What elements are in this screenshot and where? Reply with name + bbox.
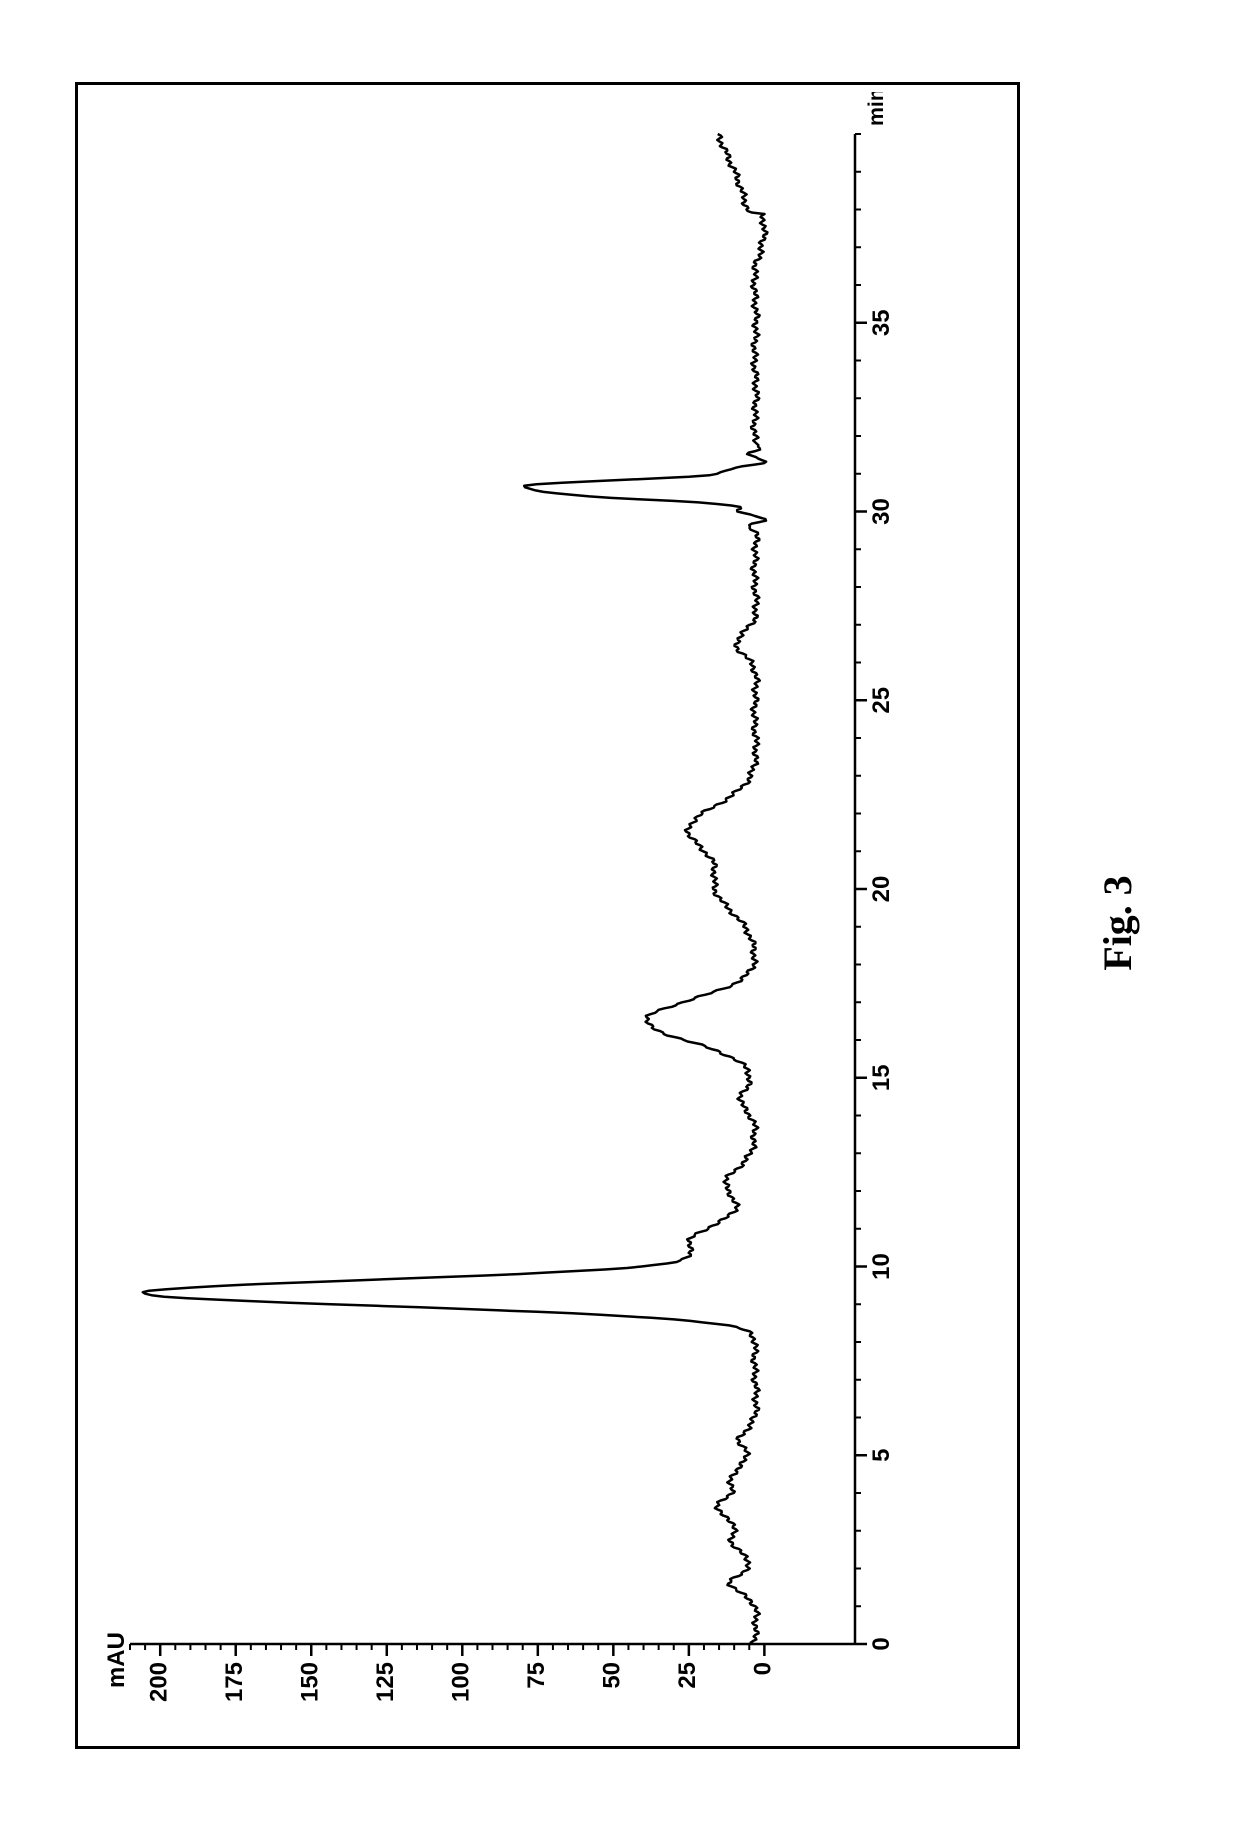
svg-text:175: 175 (221, 1662, 248, 1702)
svg-text:75: 75 (523, 1662, 550, 1689)
svg-text:5: 5 (868, 1449, 895, 1462)
svg-text:100: 100 (448, 1662, 475, 1702)
svg-text:50: 50 (599, 1662, 626, 1689)
page: 0 25 50 75 100 125 150 175 200 mAU 0 5 10 15 20 25 30 35 m… (0, 0, 1240, 1831)
svg-text:10: 10 (868, 1253, 895, 1280)
svg-text:150: 150 (297, 1662, 324, 1702)
svg-text:min: min (864, 92, 888, 126)
svg-text:25: 25 (674, 1662, 701, 1689)
svg-text:20: 20 (868, 876, 895, 903)
svg-text:15: 15 (868, 1064, 895, 1091)
svg-text:35: 35 (868, 309, 895, 336)
figure-caption: Fig. 3 (1098, 863, 1138, 983)
svg-text:mAU: mAU (103, 1632, 130, 1688)
svg-text:0: 0 (750, 1662, 777, 1675)
svg-text:25: 25 (868, 687, 895, 714)
chromatogram-plot: 0 25 50 75 100 125 150 175 200 mAU 0 5 10 15 20 25 30 35 m… (85, 92, 1010, 1739)
svg-text:30: 30 (868, 498, 895, 525)
svg-text:125: 125 (372, 1662, 399, 1702)
svg-text:0: 0 (868, 1637, 895, 1650)
svg-text:200: 200 (146, 1662, 173, 1702)
chromatogram-trace (143, 134, 768, 1644)
